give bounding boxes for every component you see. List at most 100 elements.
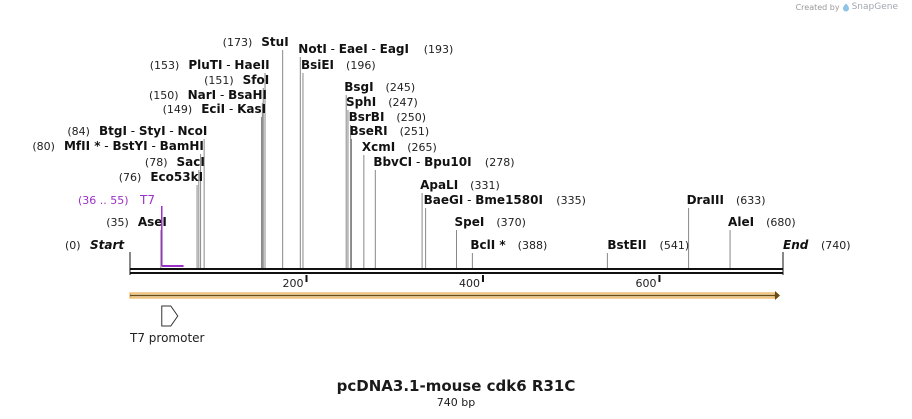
site-name-eco53ki: Eco53kI <box>150 170 203 184</box>
site-enzyme-name: BamHI <box>160 139 204 153</box>
site-pos-label: (173) <box>223 36 253 49</box>
site-name-btgi: BtgI - StyI - NcoI <box>99 124 207 138</box>
snapgene-logo-icon <box>842 3 849 11</box>
site-name-bsteii: BstEII <box>607 238 646 252</box>
site-enzyme-name: AleI <box>728 215 754 229</box>
end_label-name-label: End <box>783 238 809 252</box>
site-enzyme-name: StuI <box>261 35 288 49</box>
site-pos-label: (251) <box>400 125 430 138</box>
site-enzyme-name: ApaLI <box>420 178 458 192</box>
site-pos-label: (76) <box>119 171 142 184</box>
site-name-separator: - <box>216 88 228 102</box>
site-name-ecii: EciI - KasI <box>201 102 266 116</box>
site-name-saci: SacI <box>177 155 205 169</box>
site-pos-label: (388) <box>518 239 548 252</box>
site-name-separator: - <box>463 193 475 207</box>
site-pos-label: (331) <box>470 179 500 192</box>
site-name-nari: NarI - BsaHI <box>188 88 267 102</box>
site-enzyme-name: EaeI <box>339 42 368 56</box>
site-enzyme-name: NcoI <box>178 124 208 138</box>
feature-track: T7 promoter <box>129 291 780 345</box>
site-name-noti: NotI - EaeI - EagI <box>298 42 409 56</box>
site-pos-label: (278) <box>485 156 515 169</box>
site-name-bsrbi: BsrBI <box>349 110 385 124</box>
site-pos-label: (153) <box>150 59 180 72</box>
primer-range-label: (36 .. 55) <box>78 194 129 207</box>
site-enzyme-name: BsgI <box>344 80 373 94</box>
site-pos-label: (247) <box>388 96 418 109</box>
site-name-bbvci: BbvCI - Bpu10I <box>373 155 471 169</box>
site-enzyme-name: BclI * <box>470 238 506 252</box>
site-name-separator: - <box>222 58 234 72</box>
site-name-apali: ApaLI <box>420 178 458 192</box>
feature-name-label: T7 promoter <box>129 331 205 345</box>
site-pos-label: (151) <box>204 74 234 87</box>
site-name-asei: AseI <box>138 215 167 229</box>
site-enzyme-name: BstEII <box>607 238 646 252</box>
site-enzyme-name: HaeII <box>234 58 269 72</box>
site-enzyme-name: SpeI <box>455 215 485 229</box>
site-name-sphi: SphI <box>346 95 376 109</box>
tick-label: 400 <box>459 277 480 290</box>
site-pos-label: (541) <box>660 239 690 252</box>
site-lines <box>160 50 731 268</box>
site-pos-label: (265) <box>407 141 437 154</box>
site-pos-label: (84) <box>67 125 90 138</box>
site-pos-label: (149) <box>163 103 193 116</box>
site-name-separator: - <box>368 42 380 56</box>
map-length: 740 bp <box>436 396 476 409</box>
site-name-separator: - <box>148 139 160 153</box>
site-enzyme-name: BtgI <box>99 124 127 138</box>
site-name-separator: - <box>225 102 237 116</box>
credit-brand: SnapGene <box>851 2 898 12</box>
site-pos-label: (680) <box>766 216 796 229</box>
site-name-spei: SpeI <box>455 215 485 229</box>
credit-prefix: Created by <box>795 2 840 12</box>
site-enzyme-name: StyI <box>139 124 166 138</box>
site-name-sfoi: SfoI <box>243 73 270 87</box>
site-name-stui: StuI <box>261 35 288 49</box>
site-enzyme-name: NotI <box>298 42 327 56</box>
site-name-separator: - <box>127 124 139 138</box>
primer-name-label: T7 <box>139 193 155 207</box>
site-enzyme-name: BstYI <box>112 139 147 153</box>
site-enzyme-name: SacI <box>177 155 205 169</box>
site-enzyme-name: EagI <box>380 42 409 56</box>
site-enzyme-name: PluTI <box>188 58 222 72</box>
site-enzyme-name: SfoI <box>243 73 270 87</box>
site-enzyme-name: BaeGI <box>424 193 464 207</box>
site-enzyme-name: XcmI <box>362 140 395 154</box>
backbone: 200 400 600 <box>129 252 784 290</box>
site-enzyme-name: KasI <box>237 102 266 116</box>
site-name-bsiei: BsiEI <box>301 58 334 72</box>
site-name-xcmi: XcmI <box>362 140 395 154</box>
t7-promoter-arrow-icon <box>161 305 179 327</box>
site-name-separator: - <box>100 139 112 153</box>
map-title: pcDNA3.1-mouse cdk6 R31C <box>336 377 576 395</box>
site-enzyme-name: NarI <box>188 88 217 102</box>
site-name-alei: AleI <box>728 215 754 229</box>
site-name-separator: - <box>166 124 178 138</box>
site-name-bseri: BseRI <box>349 124 387 138</box>
site-name-draiii: DraIII <box>687 193 724 207</box>
tick-label: 200 <box>282 277 303 290</box>
end_label-pos-label: (740) <box>821 239 851 252</box>
site-enzyme-name: BsrBI <box>349 110 385 124</box>
start_label-pos-label: (0) <box>65 239 81 252</box>
site-pos-label: (193) <box>424 43 454 56</box>
site-enzyme-name: EciI <box>201 102 225 116</box>
site-pos-label: (250) <box>396 111 426 124</box>
site-pos-label: (335) <box>556 194 586 207</box>
site-name-separator: - <box>412 155 424 169</box>
site-enzyme-name: BseRI <box>349 124 387 138</box>
site-pos-label: (245) <box>386 81 416 94</box>
site-pos-label: (80) <box>32 140 55 153</box>
site-enzyme-name: MfII * <box>64 139 101 153</box>
snapgene-credit: Created by SnapGene <box>796 2 898 12</box>
tick-label: 600 <box>635 277 656 290</box>
site-name-baegi: BaeGI - Bme1580I <box>424 193 543 207</box>
site-labels: (35) AseI (76) Eco53kI(78) SacI (80) MfII * - … <box>32 35 851 267</box>
site-pos-label: (78) <box>145 156 168 169</box>
site-enzyme-name: SphI <box>346 95 376 109</box>
